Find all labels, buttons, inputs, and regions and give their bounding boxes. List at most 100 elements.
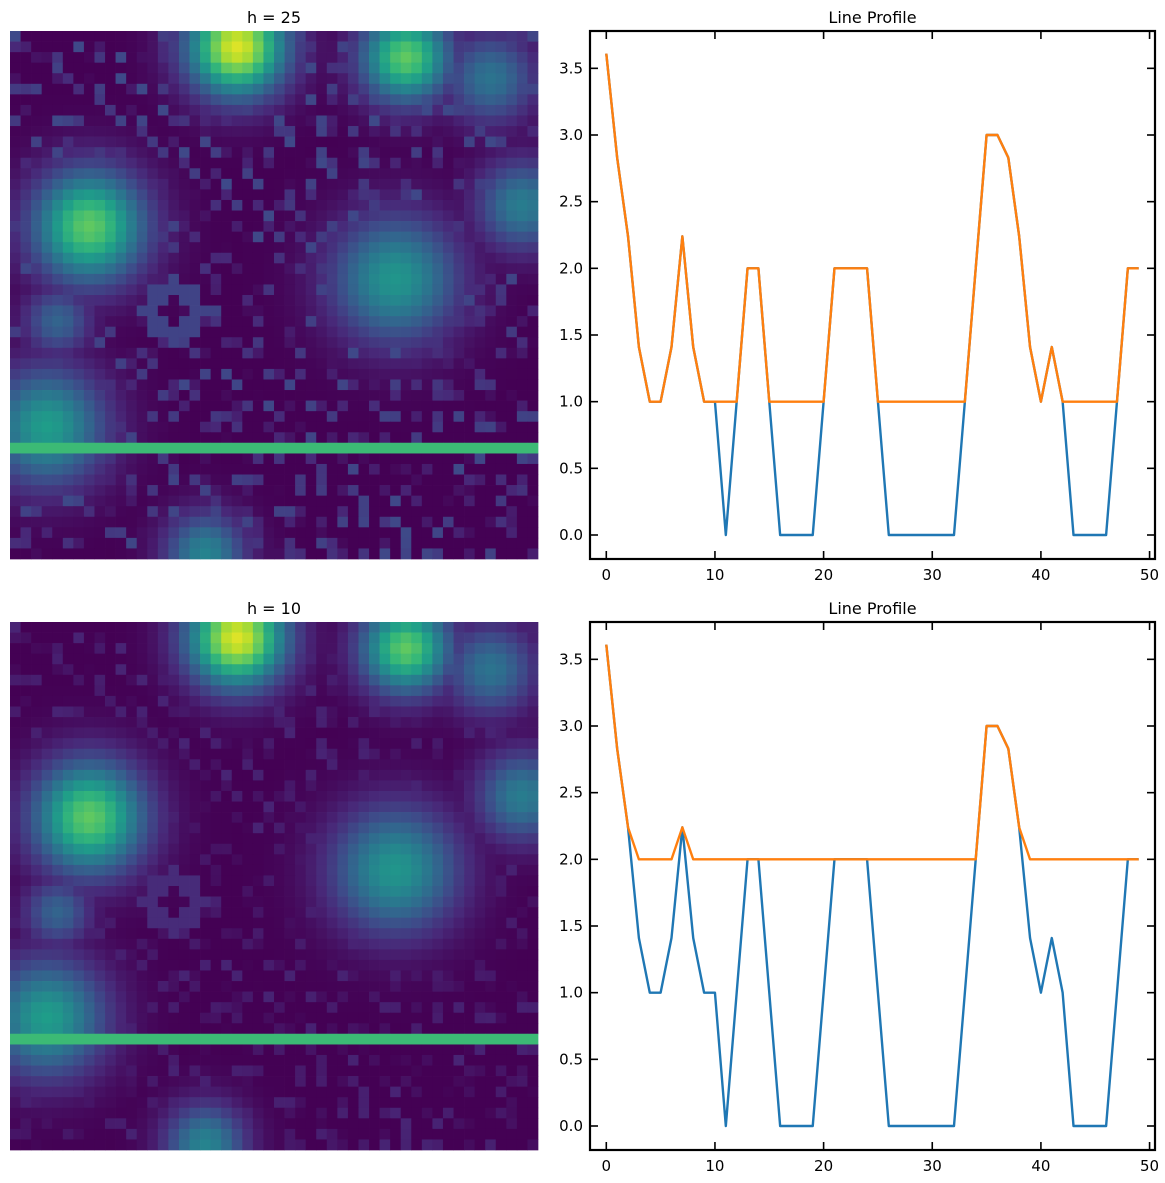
heatmap-cell (295, 537, 307, 549)
heatmap-cell (516, 949, 528, 961)
heatmap-cell (337, 548, 349, 560)
heatmap-cell (347, 991, 359, 1003)
heatmap-cell (495, 938, 507, 950)
heatmap-cell (168, 485, 180, 496)
heatmap-cell (421, 653, 433, 665)
heatmap-cell (20, 896, 32, 908)
heatmap-cell (221, 368, 233, 380)
heatmap-cell (20, 875, 32, 887)
heatmap-cell (326, 780, 338, 792)
heatmap-cell (337, 168, 349, 180)
heatmap-cell (411, 632, 423, 644)
heatmap-cell (10, 506, 21, 518)
heatmap-cell (379, 748, 391, 760)
heatmap-cell (379, 695, 391, 707)
heatmap-cell (231, 527, 243, 539)
heatmap-cell (379, 653, 391, 665)
heatmap-cell (379, 104, 391, 116)
heatmap-cell (358, 1023, 370, 1035)
heatmap-cell (126, 368, 138, 380)
heatmap-cell (442, 126, 454, 137)
heatmap-cell (295, 886, 307, 897)
heatmap-cell (10, 970, 21, 982)
heatmap-cell (168, 411, 180, 423)
heatmap-cell (52, 790, 64, 802)
y-tick-label: 0.0 (559, 526, 583, 544)
heatmap-cell (453, 157, 465, 169)
heatmap-cell (516, 769, 528, 781)
heatmap-cell (62, 917, 74, 929)
heatmap-cell (495, 685, 507, 697)
heatmap-cell (474, 104, 486, 116)
heatmap-cell (231, 168, 243, 180)
heatmap-cell (358, 284, 370, 296)
heatmap-cell (400, 199, 412, 211)
heatmap-cell (506, 231, 518, 243)
heatmap-cell (200, 347, 211, 359)
heatmap-cell (316, 115, 328, 127)
heatmap-cell (31, 178, 43, 190)
heatmap-cell (52, 168, 64, 180)
heatmap-cell (231, 854, 243, 866)
heatmap-cell (105, 790, 116, 802)
heatmap-cell (337, 917, 349, 929)
heatmap-cell (400, 864, 412, 876)
heatmap-cell (210, 210, 222, 222)
heatmap-cell (210, 1012, 222, 1024)
heatmap-cell (168, 801, 180, 813)
heatmap-cell (274, 769, 285, 781)
heatmap-cell (115, 136, 127, 148)
heatmap-cell (506, 1065, 518, 1077)
heatmap-cell (390, 157, 402, 169)
heatmap-cell (390, 189, 402, 201)
heatmap-cell (305, 843, 317, 855)
heatmap-cell (189, 231, 201, 243)
heatmap-cell (115, 928, 127, 940)
heatmap-cell (52, 506, 64, 518)
heatmap-cell (73, 1076, 85, 1087)
heatmap-cell (73, 970, 85, 982)
heatmap-cell (157, 1128, 169, 1140)
heatmap-cell (305, 981, 317, 992)
heatmap-cell (442, 231, 454, 243)
heatmap-cell (231, 1002, 243, 1014)
heatmap-cell (516, 1012, 528, 1024)
heatmap-cell (221, 347, 233, 359)
heatmap-cell (200, 210, 211, 222)
heatmap-cell (284, 1054, 296, 1066)
heatmap-cell (178, 157, 190, 169)
heatmap-cell (10, 812, 21, 823)
heatmap-cell (474, 632, 486, 644)
heatmap-cell (94, 231, 106, 243)
heatmap-cell (20, 1086, 32, 1098)
heatmap-cell (421, 379, 433, 391)
heatmap-cell (221, 695, 233, 707)
heatmap-cell (369, 52, 380, 64)
heatmap-cell (506, 485, 518, 496)
heatmap-cell (369, 548, 380, 560)
heatmap-cell (411, 991, 423, 1003)
heatmap-cell (83, 379, 95, 391)
heatmap-cell (147, 854, 159, 866)
heatmap-cell (41, 907, 53, 919)
heatmap-cell (495, 115, 507, 127)
heatmap-cell (147, 411, 159, 423)
heatmap-cell (506, 178, 518, 190)
heatmap-cell (136, 168, 148, 180)
heatmap-cell (464, 928, 475, 940)
heatmap-cell (421, 548, 433, 560)
heatmap-cell (41, 759, 53, 771)
heatmap-cell (252, 400, 264, 412)
heatmap-cell (136, 189, 148, 201)
heatmap-cell (316, 474, 328, 486)
heatmap-cell (83, 748, 95, 760)
heatmap-cell (442, 864, 454, 876)
heatmap-cell (421, 104, 433, 116)
heatmap-cell (506, 970, 518, 982)
heatmap-cell (274, 854, 285, 866)
heatmap-cell (157, 632, 169, 644)
heatmap-cell (200, 674, 211, 686)
heatmap-cell (453, 421, 465, 433)
heatmap-cell (210, 83, 222, 95)
heatmap-cell (10, 780, 21, 792)
